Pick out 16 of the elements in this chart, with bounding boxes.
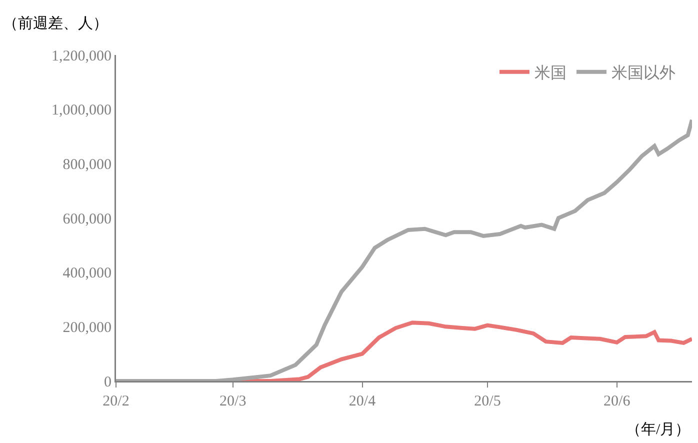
x-axis-title: （年/月） [626,421,690,438]
y-tick-label: 400,000 [62,266,112,282]
y-axis-title: （前週差、人） [3,15,108,32]
y-tick-label: 200,000 [62,320,112,336]
x-tick-label: 20/3 [220,394,246,410]
x-tick-label: 20/6 [604,394,631,410]
legend-label: 米国以外 [611,64,676,82]
x-tick-label: 20/2 [102,394,130,410]
x-tick-label: 20/4 [348,394,376,410]
y-tick-label: 800,000 [62,156,112,173]
y-tick-label: 0 [104,374,112,390]
y-tick-label: 1,200,000 [52,48,112,64]
x-tick-label: 20/5 [474,394,501,410]
y-tick-label: 600,000 [62,211,112,228]
legend-label: 米国 [534,64,566,82]
y-tick-label: 1,000,000 [52,102,112,119]
